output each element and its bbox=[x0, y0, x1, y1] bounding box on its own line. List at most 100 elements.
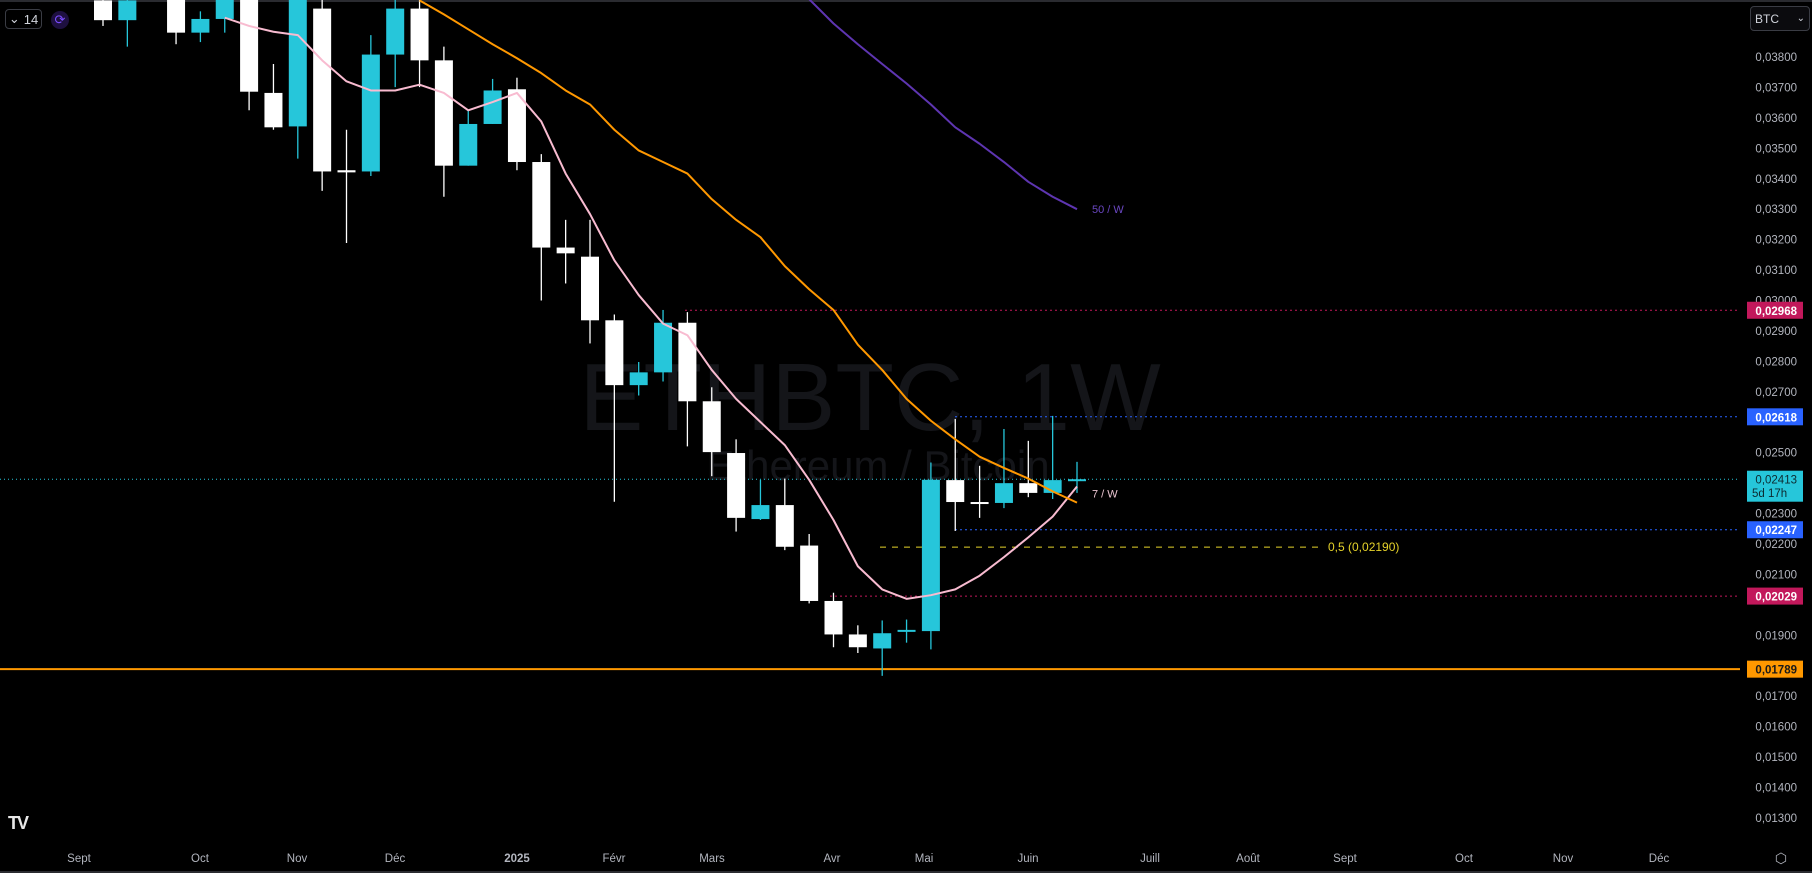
candle[interactable] bbox=[581, 219, 599, 344]
candle-body bbox=[264, 92, 283, 128]
candle[interactable] bbox=[264, 64, 283, 130]
candle[interactable] bbox=[1068, 461, 1086, 493]
tradingview-logo-icon[interactable]: TV bbox=[8, 813, 29, 833]
candle[interactable] bbox=[970, 465, 989, 518]
time-tick-label: Févr bbox=[603, 853, 626, 865]
price-label-bg bbox=[1747, 521, 1803, 539]
candle-body bbox=[702, 401, 721, 453]
candle-body bbox=[191, 18, 210, 33]
candle-body bbox=[848, 634, 867, 648]
price-label-bg bbox=[1747, 660, 1803, 678]
candle[interactable] bbox=[824, 592, 843, 648]
candle-body bbox=[946, 480, 965, 503]
price-tick-label: 0,01300 bbox=[1755, 813, 1797, 825]
candle[interactable] bbox=[118, 0, 137, 47]
candle-body bbox=[775, 505, 794, 547]
candle-body bbox=[970, 502, 989, 505]
watermark-symbol: ETHBTC, 1W bbox=[579, 344, 1161, 451]
candle-body bbox=[629, 372, 648, 386]
candle[interactable] bbox=[94, 0, 112, 26]
candle[interactable] bbox=[459, 110, 478, 166]
price-tick-label: 0,02300 bbox=[1755, 509, 1797, 521]
candle[interactable] bbox=[215, 0, 234, 33]
candle[interactable] bbox=[897, 619, 916, 643]
candle[interactable] bbox=[1019, 440, 1038, 498]
candle[interactable] bbox=[751, 479, 770, 520]
candle-body bbox=[167, 0, 186, 33]
ma-label: 7 / W bbox=[1092, 489, 1118, 501]
time-tick-label: Nov bbox=[287, 853, 308, 865]
candle[interactable] bbox=[848, 625, 867, 654]
candle[interactable] bbox=[946, 418, 965, 531]
current-price-label-bg bbox=[1747, 470, 1803, 502]
price-label-bg bbox=[1747, 408, 1803, 426]
candle[interactable] bbox=[702, 387, 721, 477]
candle[interactable] bbox=[629, 362, 648, 396]
candle[interactable] bbox=[167, 0, 186, 45]
price-tick-label: 0,03600 bbox=[1755, 113, 1797, 125]
interval-value: 14 bbox=[23, 11, 39, 27]
candle[interactable] bbox=[434, 46, 453, 197]
price-tick-label: 0,01400 bbox=[1755, 783, 1797, 795]
candle[interactable] bbox=[386, 0, 405, 88]
candle-body bbox=[507, 89, 526, 163]
refresh-icon[interactable]: ⟳ bbox=[51, 11, 69, 29]
candle[interactable] bbox=[313, 0, 332, 191]
candle[interactable] bbox=[605, 314, 624, 502]
settings-icon[interactable]: ⬡ bbox=[1774, 850, 1788, 866]
price-label: 0,02968 bbox=[1755, 306, 1797, 318]
candle[interactable] bbox=[800, 533, 819, 604]
candle-body bbox=[313, 8, 332, 172]
candle-body bbox=[556, 247, 575, 254]
candle-body bbox=[337, 170, 356, 173]
candle[interactable] bbox=[727, 439, 746, 532]
candle-body bbox=[1068, 479, 1086, 482]
candle[interactable] bbox=[361, 35, 380, 177]
candle[interactable] bbox=[191, 11, 210, 43]
price-tick-label: 0,01900 bbox=[1755, 630, 1797, 642]
time-tick-label: Juill bbox=[1140, 853, 1160, 865]
candle-body bbox=[483, 90, 502, 124]
time-tick-label: Avr bbox=[823, 853, 840, 865]
interval-collapse-button[interactable]: ⌄ 14 bbox=[5, 9, 42, 29]
candle[interactable] bbox=[556, 219, 575, 284]
price-label: 0,02247 bbox=[1755, 525, 1797, 537]
price-label: 0,02618 bbox=[1755, 412, 1797, 424]
candle[interactable] bbox=[775, 478, 794, 551]
candle[interactable] bbox=[240, 0, 259, 111]
candle-body bbox=[800, 545, 819, 601]
price-tick-label: 0,02100 bbox=[1755, 569, 1797, 581]
price-label: 0,01789 bbox=[1755, 665, 1797, 677]
candle-body bbox=[921, 479, 940, 632]
price-tick-label: 0,02700 bbox=[1755, 387, 1797, 399]
time-tick-label: Déc bbox=[385, 853, 406, 865]
candle[interactable] bbox=[410, 0, 429, 88]
time-tick-label: Mars bbox=[699, 853, 725, 865]
candle[interactable] bbox=[873, 620, 892, 676]
candle-body bbox=[361, 54, 380, 172]
watermark-description: Ethereum / Bitcoin bbox=[706, 442, 1049, 489]
price-tick-label: 0,01700 bbox=[1755, 691, 1797, 703]
bottom-border bbox=[0, 871, 1812, 873]
time-tick-label: Août bbox=[1236, 853, 1260, 865]
price-tick-label: 0,01600 bbox=[1755, 722, 1797, 734]
candle-body bbox=[215, 0, 234, 19]
candle[interactable] bbox=[507, 77, 526, 171]
candle-body bbox=[240, 0, 259, 92]
candle[interactable] bbox=[288, 0, 307, 159]
candle-body bbox=[727, 453, 746, 518]
price-tick-label: 0,03400 bbox=[1755, 174, 1797, 186]
candle[interactable] bbox=[654, 309, 673, 382]
candle-body bbox=[532, 162, 551, 248]
candle-body bbox=[654, 322, 673, 373]
ma-label: 50 / W bbox=[1092, 204, 1124, 216]
candle-body bbox=[581, 256, 599, 321]
price-tick-label: 0,03300 bbox=[1755, 204, 1797, 216]
candle-body bbox=[434, 60, 453, 166]
currency-select[interactable]: BTC ⌄ bbox=[1750, 6, 1810, 31]
candle[interactable] bbox=[921, 462, 940, 650]
candle[interactable] bbox=[337, 129, 356, 243]
ma-line-1 bbox=[419, 0, 1078, 504]
candle[interactable] bbox=[532, 154, 551, 301]
